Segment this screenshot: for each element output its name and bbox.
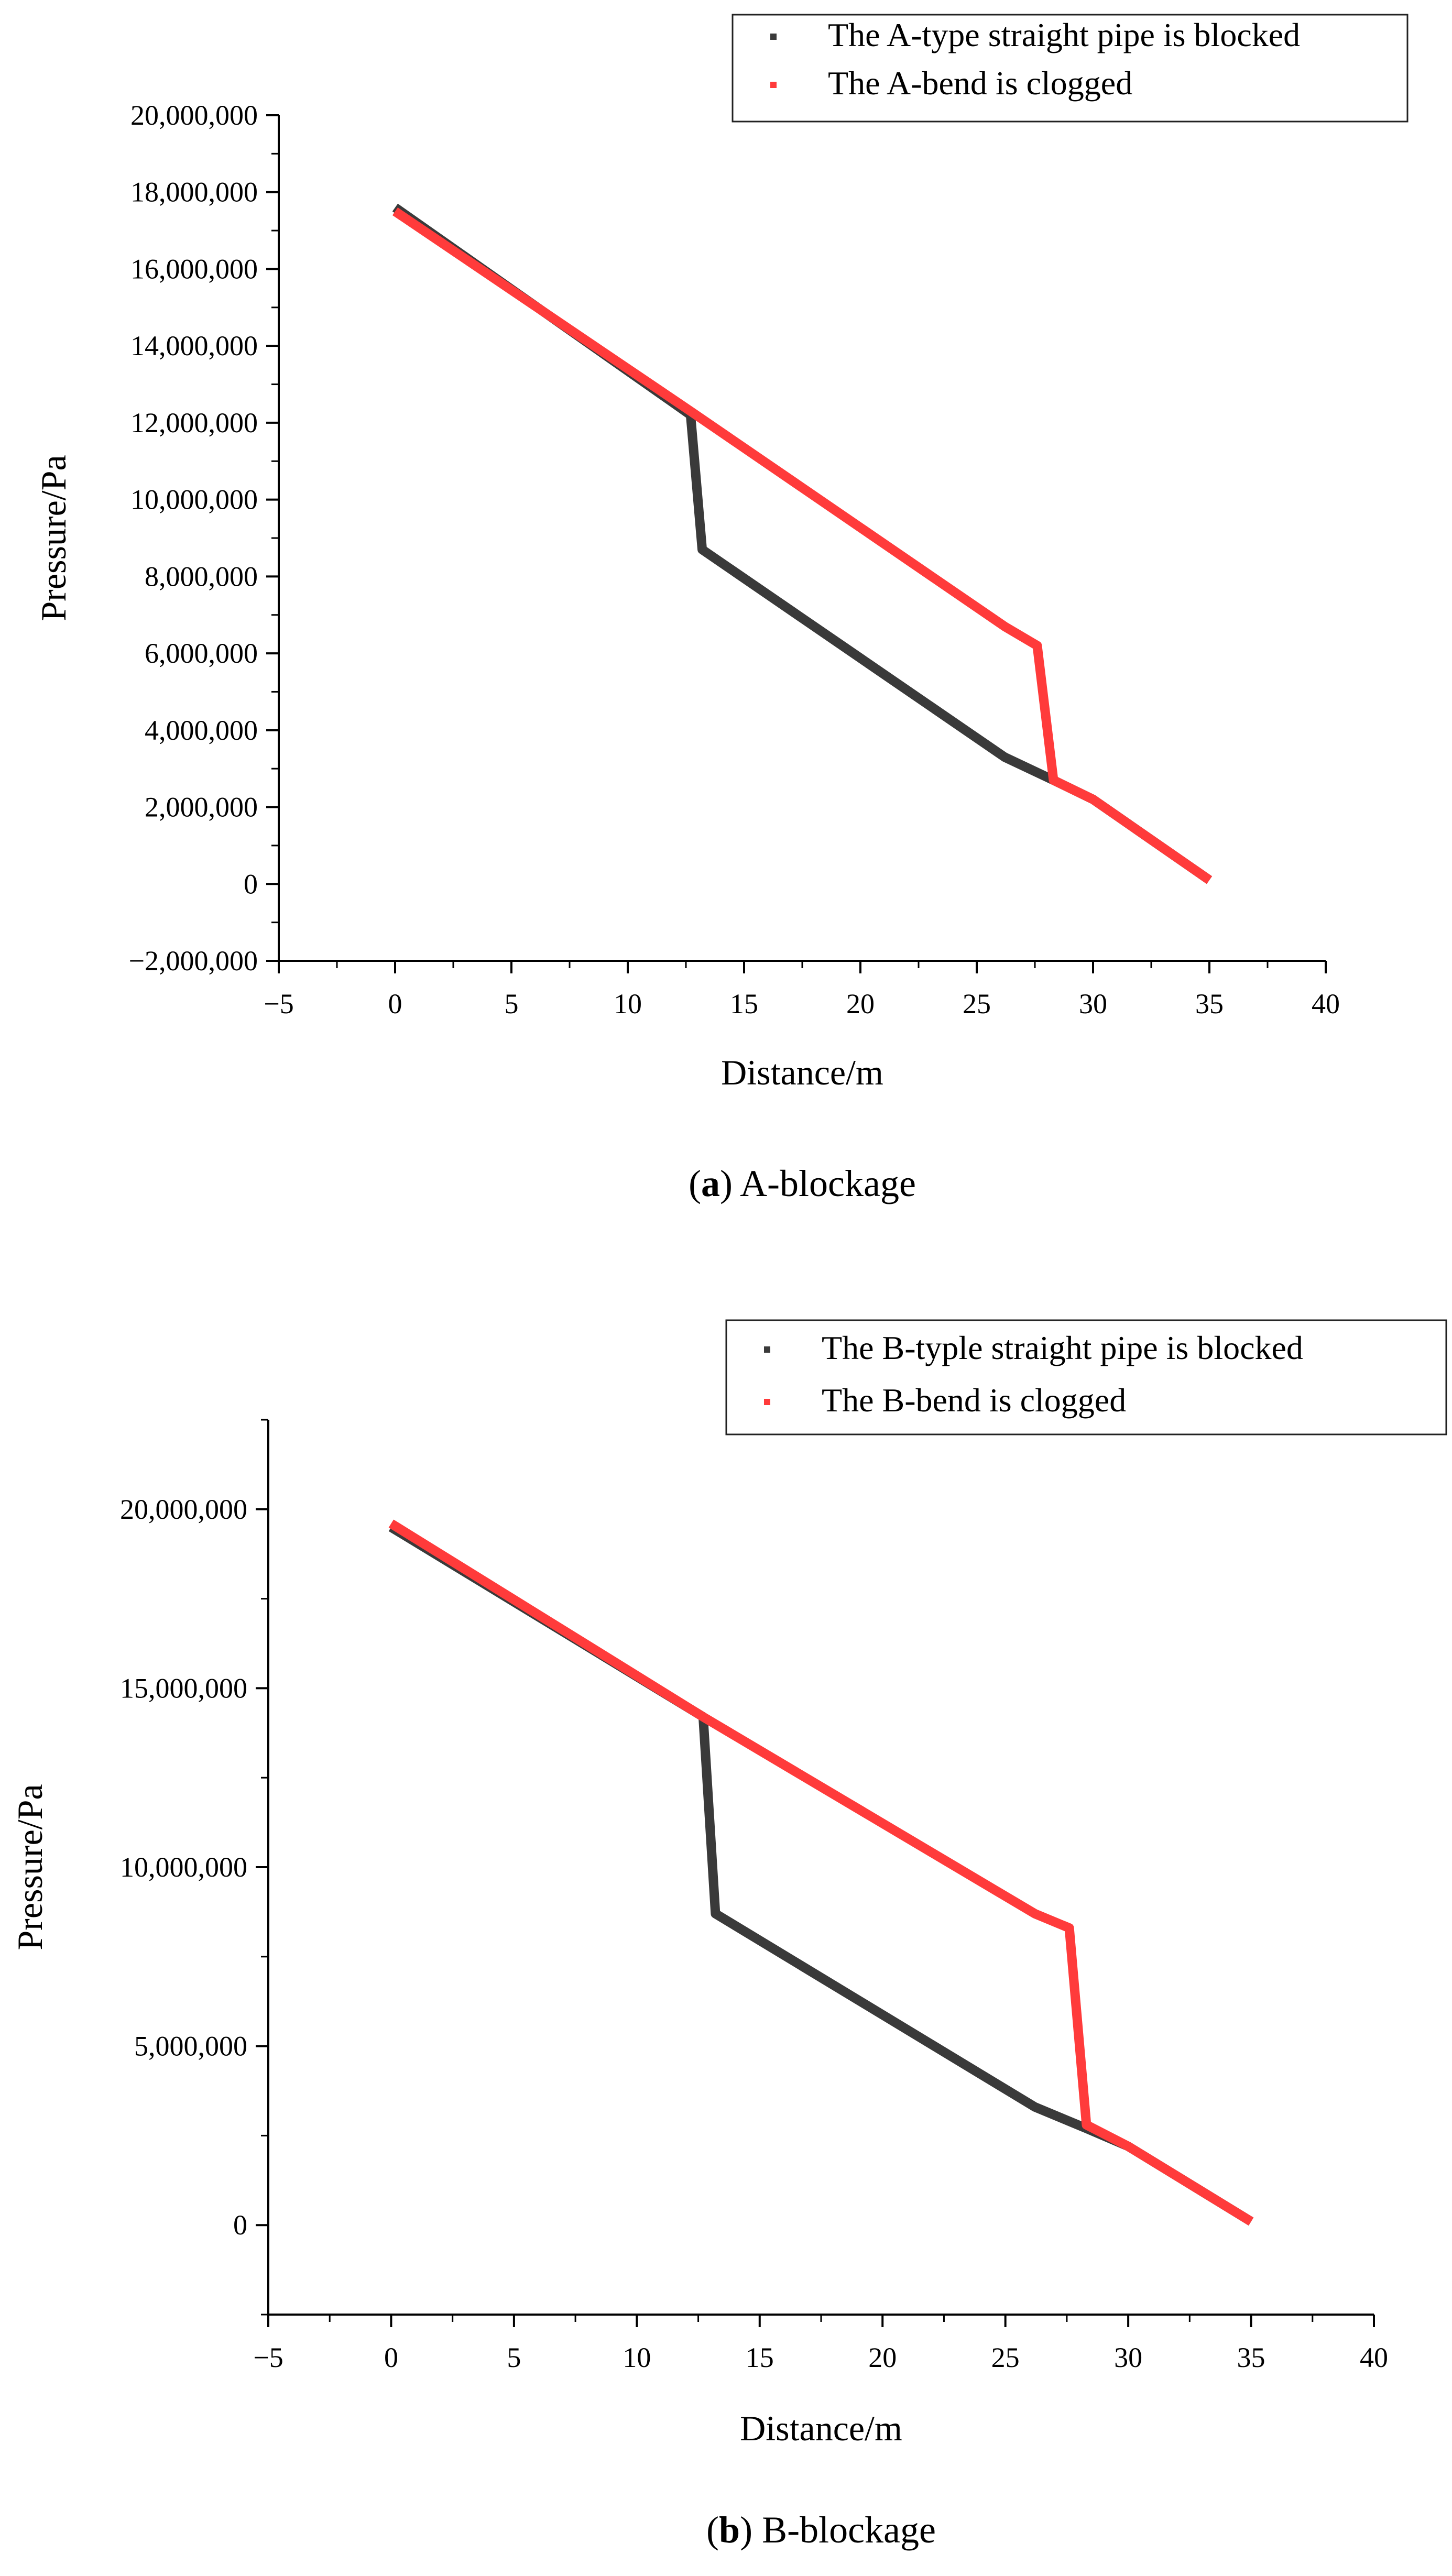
series-line-bend: [392, 207, 1213, 884]
caption-paren: ): [720, 1163, 740, 1204]
legend-label-straight-pipe: The B-typle straight pipe is blocked: [822, 1329, 1303, 1366]
y-tick-label: 20,000,000: [130, 100, 258, 131]
y-tick-label: 18,000,000: [130, 177, 258, 208]
legend-marker-straight-pipe: [770, 34, 777, 40]
chart-a-blockage: −5 0 5 10 15 20 25 30 35 40 −2,000,000 0 2,000,000 4,…: [34, 14, 1409, 1204]
y-tick-label: 12,000,000: [130, 407, 258, 439]
legend-box: [725, 1319, 1447, 1435]
series-line-straight-pipe: [392, 203, 1213, 884]
x-tick-label: 25: [963, 988, 991, 1020]
x-tick-label: −5: [253, 2342, 283, 2373]
x-tick-label: 0: [384, 2342, 398, 2373]
y-axis-title: Pressure/Pa: [34, 455, 73, 621]
x-tick-label: 15: [746, 2342, 774, 2373]
y-tick-label: 20,000,000: [120, 1494, 247, 1525]
x-tick-label: 10: [623, 2342, 651, 2373]
x-tick-label: 25: [991, 2342, 1020, 2373]
x-tick-label: 20: [846, 988, 875, 1020]
legend-label-bend: The A-bend is clogged: [828, 64, 1132, 102]
x-axis-title: Distance/m: [740, 2408, 902, 2448]
x-tick-label: 0: [388, 988, 402, 1020]
y-tick-label: 4,000,000: [145, 715, 258, 746]
x-tick-label: −5: [264, 988, 293, 1020]
x-tick-label: 15: [730, 988, 758, 1020]
y-tick-label: 0: [244, 868, 258, 900]
x-tick-label: 35: [1195, 988, 1224, 1020]
legend-label-bend: The B-bend is clogged: [822, 1382, 1126, 1419]
y-tick-label: 16,000,000: [130, 253, 258, 284]
x-tick-label: 30: [1079, 988, 1107, 1020]
series-line-straight-pipe: [388, 1523, 1254, 2226]
caption-label: B-blockage: [762, 2509, 936, 2551]
legend-marker-bend: [764, 1399, 770, 1405]
y-axis-title: Pressure/Pa: [10, 1784, 50, 1950]
caption-paren: ): [740, 2509, 762, 2551]
caption-letter: b: [719, 2509, 740, 2551]
x-tick-label: 35: [1237, 2342, 1265, 2373]
caption-paren: (: [706, 2509, 719, 2551]
x-tick-label: 30: [1114, 2342, 1142, 2373]
y-tick-label: 5,000,000: [134, 2031, 247, 2062]
legend-marker-bend: [770, 82, 777, 88]
x-tick-label: 20: [868, 2342, 897, 2373]
x-tick-label: 40: [1312, 988, 1340, 1020]
legend-label-straight-pipe: The A-type straight pipe is blocked: [828, 16, 1300, 53]
x-tick-label: 10: [614, 988, 642, 1020]
y-tick-label: 0: [233, 2209, 247, 2241]
legend-marker-straight-pipe: [764, 1346, 770, 1353]
y-tick-label: 10,000,000: [130, 484, 258, 516]
y-tick-label: 6,000,000: [145, 638, 258, 669]
y-tick-label: 15,000,000: [120, 1672, 247, 1704]
y-tick-label: 8,000,000: [145, 561, 258, 592]
series-line-bend: [388, 1519, 1254, 2226]
x-tick-label: 5: [505, 988, 519, 1020]
caption-label: A-blockage: [740, 1163, 916, 1204]
y-tick-label: −2,000,000: [129, 945, 258, 977]
caption-paren: (: [689, 1163, 701, 1204]
chart-b-blockage: −5 0 5 10 15 20 25 30 35 40 0 5,000,000 10,000,000 15…: [10, 1319, 1447, 2551]
y-tick-label: 2,000,000: [145, 792, 258, 823]
figure-caption: (b) B-blockage: [706, 2509, 936, 2551]
legend-box: [732, 14, 1409, 123]
x-axis-title: Distance/m: [721, 1053, 883, 1092]
figure-caption: (a) A-blockage: [689, 1163, 916, 1204]
x-tick-label: 5: [507, 2342, 521, 2373]
y-tick-label: 14,000,000: [130, 330, 258, 361]
x-tick-label: 40: [1360, 2342, 1388, 2373]
caption-letter: a: [701, 1163, 720, 1204]
y-tick-label: 10,000,000: [120, 1851, 247, 1883]
